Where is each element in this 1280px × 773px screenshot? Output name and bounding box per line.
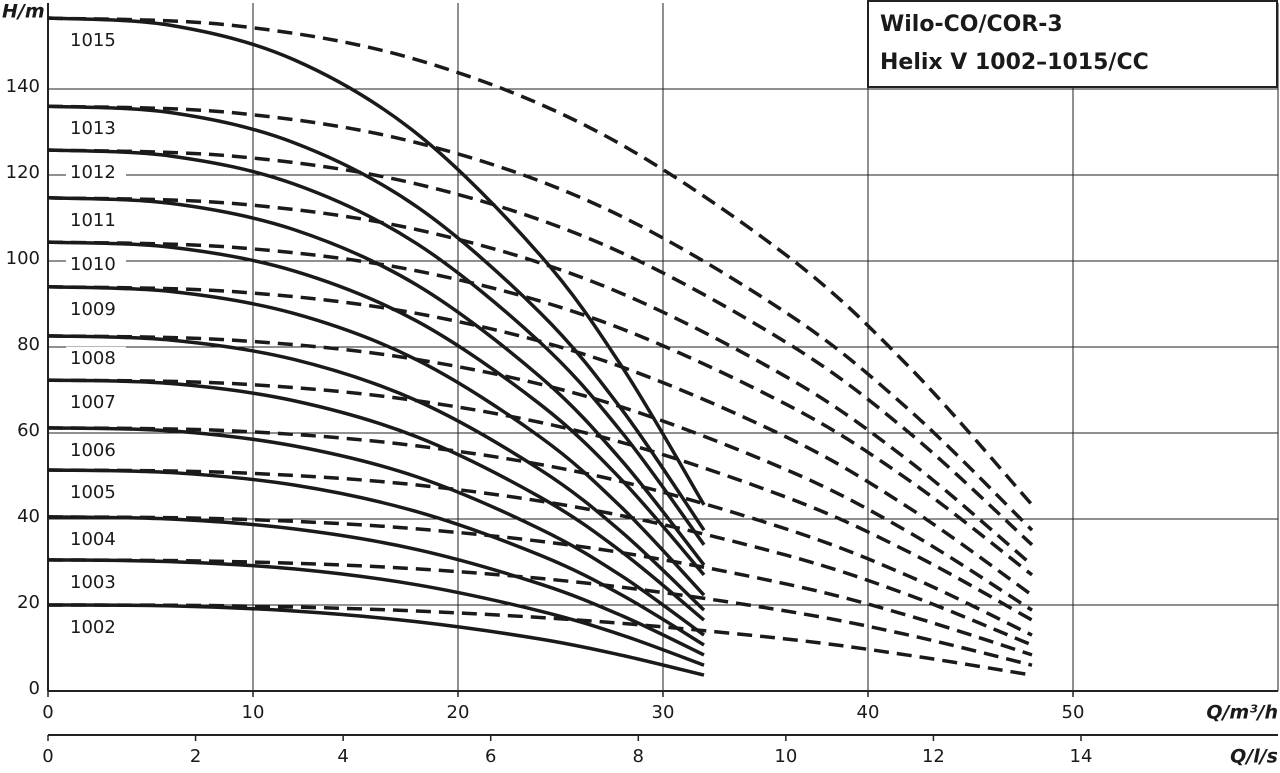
label-background <box>66 208 126 231</box>
x-tick-label: 20 <box>447 702 470 723</box>
curve-single <box>47 426 706 637</box>
y-tick-label: 20 <box>17 592 40 613</box>
series-label: 1013 <box>70 118 116 139</box>
label-background <box>66 616 126 638</box>
series-label: 1007 <box>70 392 116 413</box>
curve-parallel <box>47 558 1033 667</box>
curve-single <box>47 196 706 567</box>
series-label: 1006 <box>70 440 116 461</box>
x-tick-label: 0 <box>42 702 53 723</box>
label-background <box>66 161 126 184</box>
series-label: 1005 <box>70 482 116 503</box>
label-background <box>66 438 126 461</box>
label-background <box>66 527 126 550</box>
x-tick-label: 50 <box>1062 702 1085 723</box>
series-label: 1003 <box>70 572 116 593</box>
x2-tick-label: 10 <box>774 746 797 767</box>
title-box <box>867 0 1278 88</box>
curve-parallel <box>47 16 1034 506</box>
x2-tick-label: 14 <box>1070 746 1093 767</box>
label-background <box>66 117 126 140</box>
curve-single <box>47 104 706 532</box>
series-label: 1009 <box>70 299 116 320</box>
chart-title: Helix V 1002–1015/CC <box>880 50 1149 75</box>
label-background <box>66 297 126 320</box>
curve-single <box>47 148 706 546</box>
series-label: 1011 <box>70 210 116 231</box>
curve-parallel <box>47 603 1033 677</box>
x-tick-label: 30 <box>652 702 675 723</box>
y-tick-label: 0 <box>29 678 40 699</box>
curve-parallel <box>47 196 1034 567</box>
y-tick-label: 120 <box>6 162 40 183</box>
curve-parallel <box>47 515 1033 657</box>
series-label: 1015 <box>70 30 116 51</box>
curve-parallel <box>47 468 1033 647</box>
x2-tick-label: 12 <box>922 746 945 767</box>
series-label: 1012 <box>70 162 116 183</box>
y-axis-title: H/m <box>2 1 45 23</box>
label-background <box>66 346 126 369</box>
label-background <box>66 29 126 52</box>
label-background <box>66 480 126 503</box>
series-label: 1002 <box>70 617 116 638</box>
curve-parallel <box>47 240 1034 577</box>
x2-tick-label: 4 <box>337 746 348 767</box>
x2-axis-title: Q/l/s <box>1230 746 1278 768</box>
x2-tick-label: 2 <box>190 746 201 767</box>
y-tick-label: 140 <box>6 76 40 97</box>
curve-parallel <box>47 104 1034 532</box>
curve-parallel <box>47 285 1034 597</box>
curve-single <box>47 558 705 667</box>
x-tick-label: 10 <box>242 702 265 723</box>
x-tick-label: 40 <box>857 702 880 723</box>
curve-parallel <box>47 148 1034 547</box>
label-background <box>66 570 126 593</box>
label-background <box>66 253 126 276</box>
series-label: 1008 <box>70 348 116 369</box>
series-label: 1010 <box>70 254 116 275</box>
curve-parallel <box>47 334 1033 612</box>
x2-tick-label: 6 <box>485 746 496 767</box>
y-tick-label: 60 <box>17 420 40 441</box>
series-label: 1004 <box>70 529 116 550</box>
y-tick-label: 40 <box>17 506 40 527</box>
curve-parallel <box>47 426 1033 637</box>
y-tick-label: 100 <box>6 248 40 269</box>
curve-single <box>47 603 705 677</box>
x2-tick-label: 0 <box>42 746 53 767</box>
curve-parallel <box>47 378 1033 622</box>
x-axis-title: Q/m³/h <box>1206 702 1278 724</box>
x2-tick-label: 8 <box>633 746 644 767</box>
y-tick-label: 80 <box>17 334 40 355</box>
label-background <box>66 391 126 414</box>
chart-title: Wilo-CO/COR-3 <box>880 12 1063 37</box>
